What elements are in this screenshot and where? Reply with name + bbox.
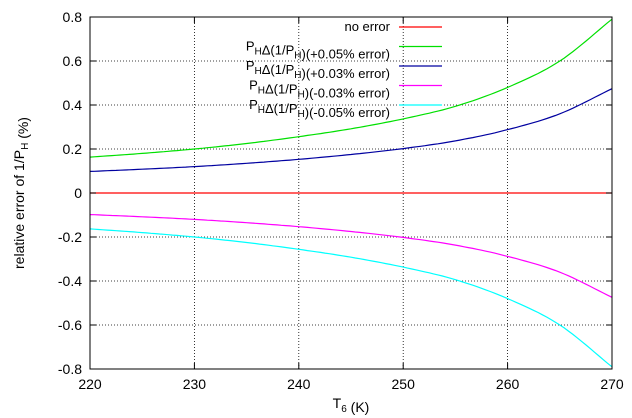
text-run: P bbox=[246, 58, 255, 73]
x-axis-title: T6 (K) bbox=[333, 395, 370, 415]
text-run: P bbox=[246, 39, 255, 54]
text-run: P bbox=[249, 78, 258, 93]
text-run: P bbox=[249, 97, 258, 112]
subscript: H bbox=[298, 109, 305, 120]
x-tick-label: 250 bbox=[392, 376, 416, 392]
subscript: H bbox=[294, 70, 301, 81]
x-tick-label: 270 bbox=[600, 376, 624, 392]
y-tick-label: 0 bbox=[74, 185, 82, 201]
x-tick-label: 220 bbox=[78, 376, 102, 392]
text-run: T bbox=[333, 395, 342, 411]
text-run: relative error of 1/P bbox=[11, 150, 27, 269]
y-tick-label: -0.8 bbox=[58, 361, 82, 377]
y-axis-title: relative error of 1/PH (%) bbox=[11, 117, 31, 269]
series-lines bbox=[89, 18, 613, 368]
y-tick-label: 0.6 bbox=[63, 53, 83, 69]
subscript: H bbox=[258, 86, 265, 97]
x-tick-label: 240 bbox=[287, 376, 311, 392]
legend-label: PHΔ(1/PH)(+0.03% error) bbox=[246, 58, 390, 81]
text-run: Δ(1/P bbox=[262, 43, 295, 58]
subscript: H bbox=[258, 105, 265, 116]
y-tick-label: -0.6 bbox=[58, 317, 82, 333]
y-tick-label: -0.4 bbox=[58, 273, 82, 289]
x-tick-label: 260 bbox=[496, 376, 520, 392]
x-tick-labels: 220 230 240 250 260 270 bbox=[78, 376, 624, 392]
ticks bbox=[89, 16, 613, 370]
y-tick-label: 0.2 bbox=[63, 141, 83, 157]
text-run: )(+0.05% error) bbox=[302, 47, 391, 62]
legend-label: PHΔ(1/PH)(-0.05% error) bbox=[249, 97, 390, 120]
subscript: H bbox=[255, 66, 262, 77]
text-run: (%) bbox=[15, 117, 31, 143]
text-run: )(-0.05% error) bbox=[305, 105, 390, 120]
series-line bbox=[89, 18, 613, 158]
legend-label: no error bbox=[344, 19, 390, 34]
subscript: H bbox=[255, 47, 262, 58]
text-run: Δ(1/P bbox=[265, 101, 298, 116]
series-line bbox=[89, 88, 613, 172]
y-tick-label: -0.2 bbox=[58, 229, 82, 245]
text-run: no error bbox=[344, 19, 390, 34]
text-run: Δ(1/P bbox=[265, 82, 298, 97]
x-tick-label: 230 bbox=[183, 376, 207, 392]
y-tick-label: 0.8 bbox=[63, 9, 83, 25]
legend-label: PHΔ(1/PH)(+0.05% error) bbox=[246, 39, 390, 62]
subscript: H bbox=[20, 143, 31, 150]
text-run: )(+0.03% error) bbox=[302, 66, 391, 81]
y-tick-label: 0.4 bbox=[63, 97, 83, 113]
series-line bbox=[89, 228, 613, 368]
series-line bbox=[89, 214, 613, 298]
y-tick-labels: -0.8 -0.6 -0.4 -0.2 0 0.2 0.4 0.6 0.8 bbox=[58, 9, 82, 377]
text-run: (K) bbox=[347, 399, 370, 415]
subscript: H bbox=[298, 90, 305, 101]
text-run: Δ(1/P bbox=[262, 62, 295, 77]
subscript: H bbox=[294, 51, 301, 62]
text-run: )(-0.03% error) bbox=[305, 86, 390, 101]
subscript: 6 bbox=[341, 404, 347, 415]
legend-label: PHΔ(1/PH)(-0.03% error) bbox=[249, 78, 390, 101]
